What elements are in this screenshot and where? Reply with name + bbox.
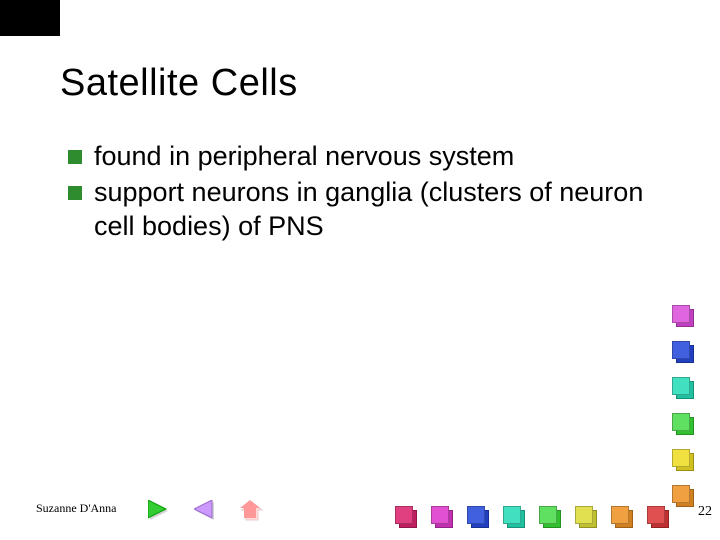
deco-square: [672, 305, 694, 327]
page-number: 22: [698, 504, 712, 520]
deco-bottom-row: [395, 506, 669, 528]
prev-button[interactable]: [194, 500, 216, 522]
bullet-text: support neurons in ganglia (clusters of …: [94, 176, 650, 244]
slide: Satellite Cells found in peripheral nerv…: [0, 0, 720, 540]
deco-square: [539, 506, 561, 528]
home-button[interactable]: [240, 500, 262, 522]
deco-square: [647, 506, 669, 528]
bullet-text: found in peripheral nervous system: [94, 140, 514, 174]
deco-square: [395, 506, 417, 528]
deco-square: [672, 449, 694, 471]
deco-square: [575, 506, 597, 528]
bullet-marker-icon: [68, 186, 82, 200]
slide-title: Satellite Cells: [60, 62, 298, 105]
deco-square: [672, 341, 694, 363]
deco-square: [672, 485, 694, 507]
bullet-item: support neurons in ganglia (clusters of …: [68, 176, 650, 244]
next-button[interactable]: [148, 500, 170, 522]
deco-square: [431, 506, 453, 528]
bullet-item: found in peripheral nervous system: [68, 140, 650, 174]
deco-square: [503, 506, 525, 528]
deco-square: [467, 506, 489, 528]
deco-square: [672, 413, 694, 435]
deco-square: [672, 377, 694, 399]
corner-decoration: [0, 0, 60, 36]
deco-right-column: [672, 305, 694, 507]
bullet-marker-icon: [68, 150, 82, 164]
nav-controls: [148, 500, 262, 522]
author-label: Suzanne D'Anna: [36, 501, 116, 516]
slide-body: found in peripheral nervous system suppo…: [68, 140, 650, 245]
deco-square: [611, 506, 633, 528]
